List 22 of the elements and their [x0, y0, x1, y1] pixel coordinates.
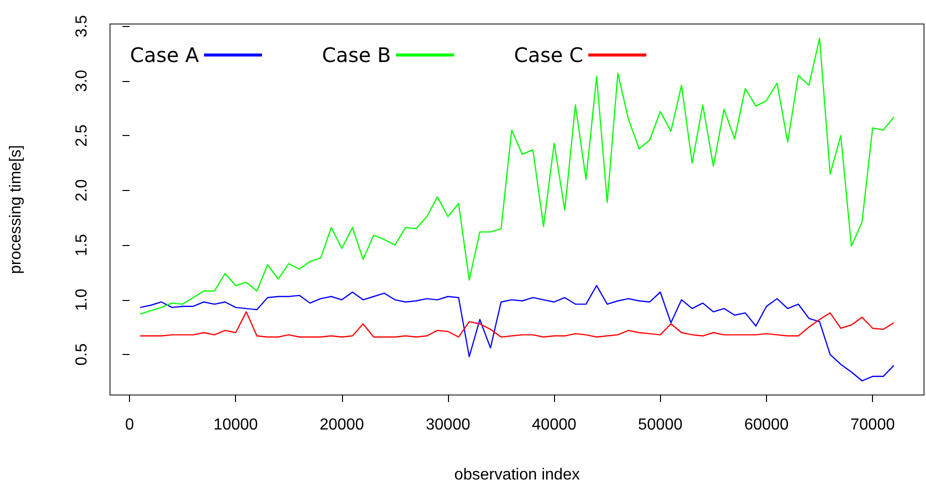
line-series	[140, 311, 894, 338]
y-tick-label: 0.5	[74, 343, 90, 366]
x-tick-label: 40000	[532, 416, 576, 434]
y-tick-label: 3.0	[74, 70, 90, 92]
x-tick-label: 0	[125, 416, 134, 434]
y-tick-label: 1.0	[74, 288, 90, 311]
x-tick-label: 30000	[426, 416, 470, 434]
y-tick-label: 3.5	[74, 14, 90, 38]
x-tick-label: 20000	[320, 416, 364, 434]
x-tick-label: 10000	[213, 416, 258, 434]
y-tick-label: 1.5	[74, 234, 90, 256]
x-tick-label: 50000	[638, 416, 683, 434]
y-axis-title: processing time[s]	[8, 145, 24, 274]
legend-label: Case C	[514, 43, 584, 67]
x-tick-label: 70000	[850, 416, 895, 434]
y-tick-label: 2.5	[74, 124, 90, 147]
x-axis-title: observation index	[454, 466, 580, 484]
x-tick-label: 60000	[744, 416, 789, 434]
y-tick-label: 2.0	[74, 179, 90, 202]
line-series	[140, 284, 894, 382]
legend-label: Case A	[130, 43, 200, 67]
legend-label: Case B	[322, 43, 392, 67]
